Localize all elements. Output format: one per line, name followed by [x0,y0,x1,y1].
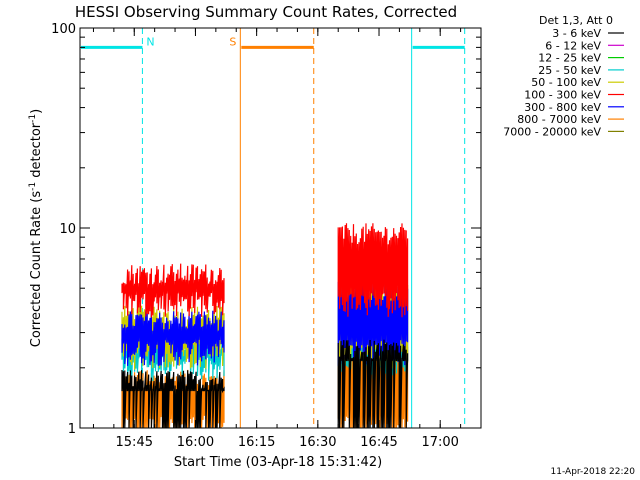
x-axis-label: Start Time (03-Apr-18 15:31:42) [174,455,382,470]
legend-entry-label: 7000 - 20000 keV [503,125,601,138]
x-tick-label: 15:45 [116,435,153,450]
y-tick-label: 10 [59,222,76,237]
attenuator-label: N [146,35,154,48]
x-tick-label: 17:00 [421,435,458,450]
legend-entry-label: 100 - 300 keV [524,89,601,102]
x-tick-label: 16:45 [360,435,397,450]
x-tick-label: 16:30 [299,435,336,450]
legend-entry-label: 3 - 6 keV [552,27,601,40]
legend-title: Det 1,3, Att 0 [539,14,613,27]
legend-entry-label: 800 - 7000 keV [517,113,601,126]
series-line [121,369,225,429]
plot-frame [79,27,482,429]
y-tick-label: 100 [51,22,76,37]
series-line [121,310,225,366]
legend-entry-label: 6 - 12 keV [545,39,601,52]
series-line [337,339,409,429]
legend-entry-label: 300 - 800 keV [524,101,601,114]
series-line [337,223,409,318]
series-line [121,370,225,429]
series-line [337,280,409,366]
series-line [121,263,225,318]
legend-entry-label: 12 - 25 keV [538,52,601,65]
attenuator-label: S [229,35,236,48]
x-tick-label: 16:15 [238,435,275,450]
y-axis-label: Corrected Count Rate (s-1 detector-1) [28,109,44,347]
axes [79,27,482,429]
x-axis-ticks: 15:45 16:00 16:15 16:30 16:45 17:00 [92,28,462,450]
chart-title: HESSI Observing Summary Count Rates, Cor… [75,3,457,21]
y-axis-ticks: 1 10 100 [51,22,481,437]
x-tick-label: 16:00 [177,435,214,450]
legend-entry-label: 25 - 50 keV [538,64,601,77]
y-tick-label: 1 [68,422,76,437]
date-stamp: 11-Apr-2018 22:20 [551,467,636,477]
legend-entry-label: 50 - 100 keV [531,76,601,89]
